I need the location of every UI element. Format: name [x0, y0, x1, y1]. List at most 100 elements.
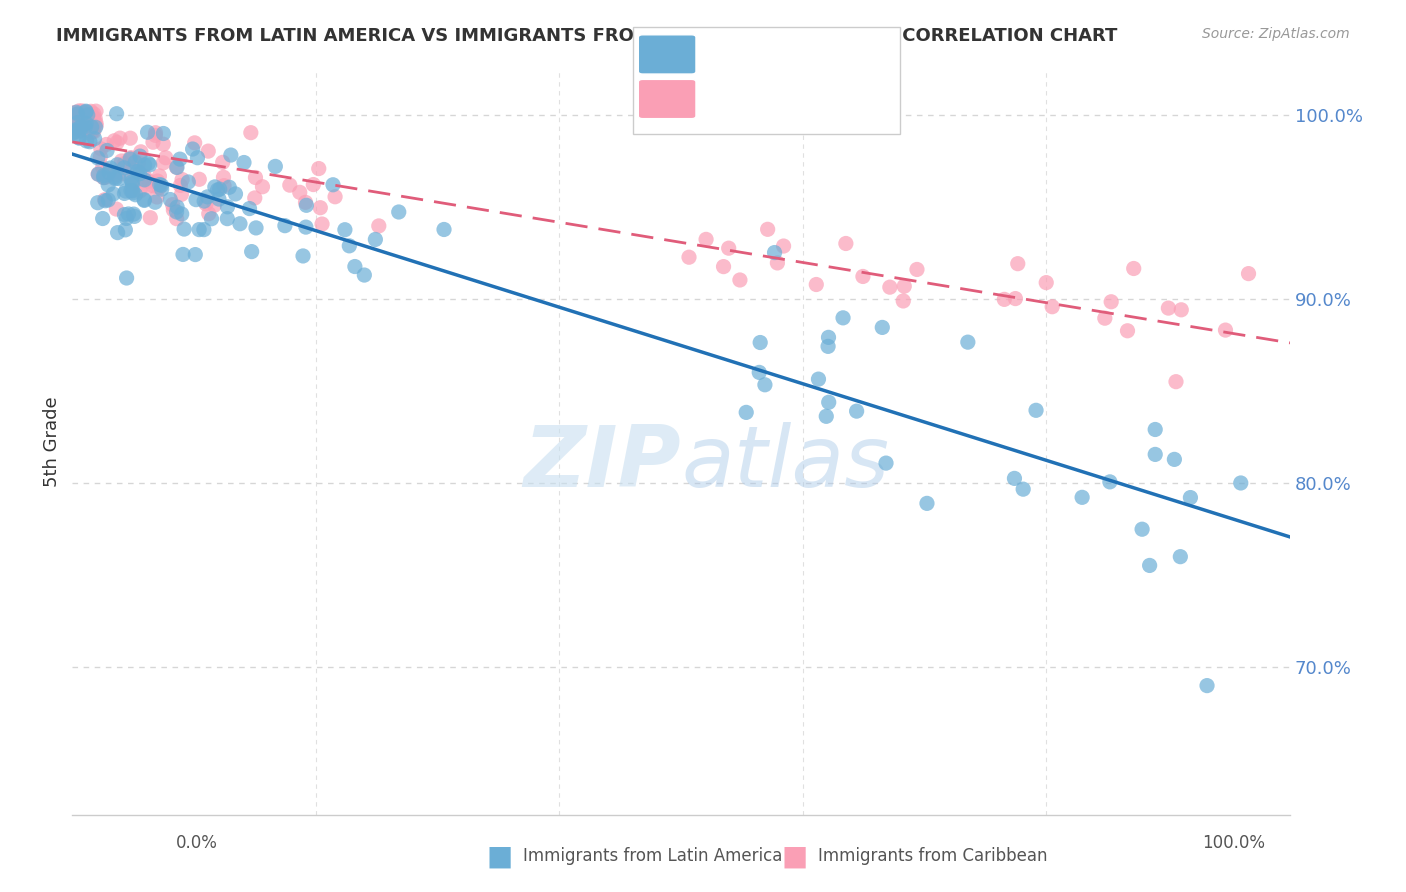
Point: [120, 172, 142, 186]
Point: [94, 170, 117, 185]
Point: [166, 161, 188, 175]
Point: [149, 178, 172, 192]
Point: [172, 247, 194, 261]
Point: [87, 151, 110, 165]
Point: [993, 293, 1015, 307]
Point: [72, 114, 94, 128]
Point: [67, 111, 90, 125]
Point: [333, 223, 356, 237]
Point: [152, 127, 174, 141]
Point: [173, 222, 195, 236]
Point: [142, 178, 165, 193]
Text: 100.0%: 100.0%: [1202, 834, 1265, 852]
Point: [72, 116, 94, 130]
Point: [835, 236, 858, 251]
Point: [295, 198, 318, 212]
Point: [105, 106, 128, 120]
Point: [143, 195, 166, 210]
Point: [77, 112, 100, 126]
Point: [66, 107, 89, 121]
Point: [323, 190, 346, 204]
Point: [105, 202, 128, 216]
Point: [91, 211, 114, 226]
Point: [159, 193, 181, 207]
Point: [252, 179, 274, 194]
Point: [82, 123, 104, 137]
Point: [62, 125, 84, 139]
Point: [264, 160, 287, 174]
Point: [122, 160, 145, 174]
Point: [103, 134, 125, 148]
Point: [87, 167, 110, 181]
Point: [197, 207, 219, 221]
Point: [62, 123, 84, 137]
Point: [1144, 422, 1167, 436]
Point: [155, 151, 177, 165]
Point: [208, 182, 231, 196]
Point: [97, 178, 120, 192]
Point: [146, 174, 169, 188]
Point: [1168, 549, 1191, 564]
Point: [343, 260, 366, 274]
Point: [83, 125, 105, 139]
Point: [136, 125, 159, 139]
Point: [114, 208, 136, 222]
Point: [84, 119, 107, 133]
Point: [80, 114, 103, 128]
Point: [104, 170, 127, 185]
Point: [124, 155, 146, 169]
Point: [134, 173, 156, 187]
Text: ZIP: ZIP: [523, 423, 681, 506]
Point: [1229, 475, 1251, 490]
Point: [129, 149, 152, 163]
Point: [956, 335, 979, 350]
Point: [872, 320, 894, 334]
Point: [170, 187, 193, 202]
Point: [134, 193, 156, 207]
Point: [66, 120, 89, 134]
Point: [186, 151, 208, 165]
Point: [166, 205, 188, 219]
Point: [166, 211, 188, 226]
Point: [80, 125, 103, 139]
Point: [148, 169, 170, 183]
Point: [105, 136, 128, 150]
Point: [1094, 311, 1116, 326]
Point: [915, 496, 938, 510]
Point: [82, 120, 104, 135]
Point: [817, 330, 839, 344]
Point: [66, 115, 89, 129]
Point: [1116, 324, 1139, 338]
Point: [112, 156, 135, 170]
Point: [83, 131, 105, 145]
Point: [80, 120, 103, 134]
Point: [70, 120, 93, 134]
Point: [1004, 292, 1026, 306]
Point: [63, 110, 86, 124]
Point: [121, 151, 143, 165]
Point: [75, 104, 97, 119]
Point: [124, 187, 146, 202]
Point: [80, 125, 103, 139]
Point: [110, 153, 132, 168]
Text: Source: ZipAtlas.com: Source: ZipAtlas.com: [1202, 27, 1350, 41]
Point: [367, 219, 389, 233]
Point: [388, 205, 411, 219]
Point: [1098, 475, 1121, 489]
Point: [93, 170, 115, 185]
Point: [134, 169, 156, 184]
Point: [122, 207, 145, 221]
Point: [115, 271, 138, 285]
Point: [84, 120, 107, 135]
Point: [150, 178, 173, 193]
Point: [65, 105, 87, 120]
Point: [292, 249, 315, 263]
Point: [77, 121, 100, 136]
Point: [852, 269, 875, 284]
Point: [93, 169, 115, 183]
Point: [76, 109, 98, 123]
Point: [96, 137, 118, 152]
Point: [238, 202, 260, 216]
Point: [239, 126, 262, 140]
Point: [695, 232, 717, 246]
